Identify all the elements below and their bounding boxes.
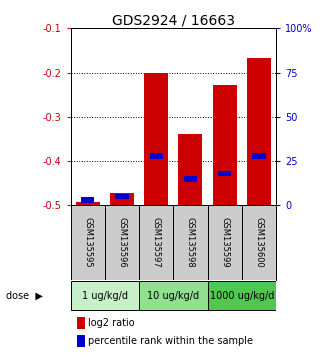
Bar xyxy=(115,194,129,199)
Bar xyxy=(76,202,100,205)
Bar xyxy=(184,176,197,182)
Bar xyxy=(139,281,208,310)
Bar xyxy=(213,85,237,205)
Text: GSM135599: GSM135599 xyxy=(220,217,229,268)
Bar xyxy=(218,171,231,176)
Title: GDS2924 / 16663: GDS2924 / 16663 xyxy=(112,13,235,27)
Bar xyxy=(208,281,276,310)
Text: dose  ▶: dose ▶ xyxy=(6,291,43,301)
Text: log2 ratio: log2 ratio xyxy=(88,318,135,328)
Bar xyxy=(71,281,139,310)
Bar xyxy=(77,317,85,329)
Text: GSM135598: GSM135598 xyxy=(186,217,195,268)
Bar xyxy=(144,74,168,205)
Bar xyxy=(150,153,163,159)
Text: GSM135595: GSM135595 xyxy=(83,217,92,268)
Text: 1000 ug/kg/d: 1000 ug/kg/d xyxy=(210,291,274,301)
Bar xyxy=(247,58,271,205)
Bar xyxy=(81,197,94,203)
Bar xyxy=(110,193,134,205)
Text: 10 ug/kg/d: 10 ug/kg/d xyxy=(147,291,199,301)
Text: percentile rank within the sample: percentile rank within the sample xyxy=(88,336,253,346)
Bar xyxy=(77,335,85,347)
Text: GSM135600: GSM135600 xyxy=(255,217,264,268)
Text: 1 ug/kg/d: 1 ug/kg/d xyxy=(82,291,128,301)
Text: GSM135597: GSM135597 xyxy=(152,217,161,268)
Bar xyxy=(252,153,265,159)
Bar xyxy=(178,134,203,205)
Text: GSM135596: GSM135596 xyxy=(117,217,126,268)
